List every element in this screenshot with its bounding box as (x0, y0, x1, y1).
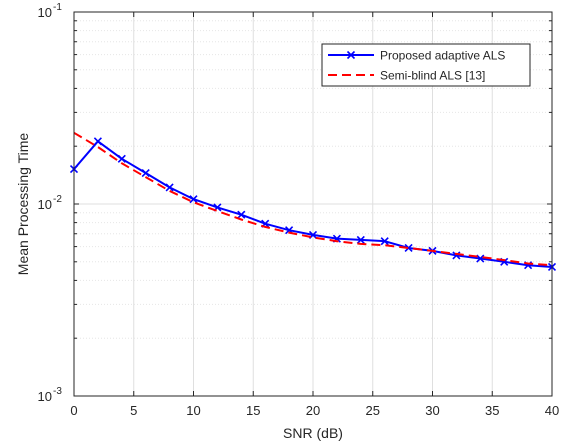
y-tick-label: 10 (38, 5, 52, 20)
y-tick-label-exponent: -3 (53, 386, 62, 397)
y-tick-label: 10 (38, 197, 52, 212)
x-tick-label: 35 (485, 403, 499, 418)
x-tick-label: 20 (306, 403, 320, 418)
legend-label: Semi-blind ALS [13] (380, 69, 485, 83)
series-layer (69, 131, 557, 272)
legend: Proposed adaptive ALS Semi-blind ALS [13] (321, 43, 531, 87)
y-tick-label: 10 (38, 389, 52, 404)
data-point (356, 235, 365, 244)
marker-stroke (237, 210, 246, 219)
legend-marker (346, 50, 356, 60)
data-point (404, 243, 413, 253)
marker-stroke (165, 183, 174, 192)
x-tick-label: 40 (545, 403, 559, 418)
data-point (476, 254, 485, 263)
data-point (189, 195, 198, 204)
y-tick-label-exponent: -2 (53, 194, 62, 205)
marker-stroke (285, 226, 294, 235)
marker-stroke (500, 257, 509, 266)
data-point (165, 183, 174, 192)
data-point (452, 251, 461, 260)
data-point (380, 237, 389, 246)
marker-stroke (141, 168, 150, 178)
legend-label: Proposed adaptive ALS (380, 49, 505, 63)
data-point (93, 137, 102, 146)
y-tick-label-exponent: -1 (53, 2, 62, 13)
data-point (141, 168, 150, 178)
legend-box (321, 43, 531, 87)
marker-stroke (117, 154, 126, 163)
x-tick-label: 15 (246, 403, 260, 418)
marker-stroke (452, 251, 461, 260)
marker-stroke (93, 137, 102, 146)
x-tick-label: 10 (186, 403, 200, 418)
marker-stroke (380, 237, 389, 246)
data-point (237, 210, 246, 219)
y-axis-label: Mean Processing Time (15, 133, 31, 276)
x-tick-label: 30 (425, 403, 439, 418)
x-tick-label: 5 (130, 403, 137, 418)
data-point (117, 154, 126, 163)
marker-stroke (404, 243, 413, 253)
x-axis-label: SNR (dB) (283, 425, 343, 441)
x-tick-label: 25 (366, 403, 380, 418)
marker-stroke (189, 195, 198, 204)
x-tick-label: 0 (70, 403, 77, 418)
marker-stroke (476, 254, 485, 263)
series-line (73, 131, 553, 267)
marker-stroke (356, 235, 365, 244)
